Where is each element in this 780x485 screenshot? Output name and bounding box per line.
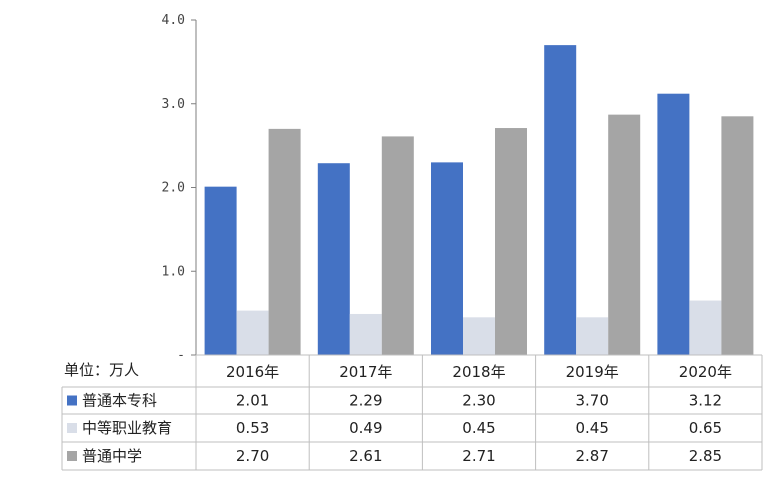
y-tick-label: -	[177, 348, 185, 363]
y-axis: - 1.0 2.0 3.0 4.0	[162, 13, 197, 363]
category-label: 2017年	[339, 363, 392, 381]
data-cell-value: 3.12	[689, 392, 722, 410]
series-name: 普通中学	[82, 447, 142, 465]
bar	[657, 93, 690, 355]
series-name: 中等职业教育	[82, 419, 172, 437]
bar	[495, 128, 527, 355]
data-cell-value: 2.01	[236, 392, 269, 410]
data-cell-value: 0.65	[689, 419, 722, 437]
y-tick-label: 3.0	[162, 97, 185, 112]
data-cell-value: 2.87	[575, 447, 608, 465]
bar	[544, 45, 577, 355]
series-name: 普通本专科	[82, 392, 157, 410]
bar	[349, 313, 382, 355]
category-label: 2016年	[226, 363, 279, 381]
category-label: 2019年	[566, 363, 619, 381]
bar	[689, 300, 722, 355]
legend-swatch	[67, 451, 77, 461]
data-cell-value: 0.53	[236, 419, 269, 437]
bar	[463, 317, 495, 355]
category-label: 2018年	[452, 363, 505, 381]
data-cell-value: 2.71	[462, 447, 495, 465]
y-tick-label: 2.0	[162, 181, 185, 196]
bar	[608, 114, 641, 355]
data-cell-value: 2.61	[349, 447, 382, 465]
legend-swatch	[67, 395, 77, 406]
data-cell-value: 2.85	[689, 447, 722, 465]
bar	[317, 163, 350, 355]
y-tick-label: 1.0	[162, 264, 185, 279]
data-cell-value: 2.29	[349, 392, 382, 410]
data-cell-value: 2.30	[462, 392, 495, 410]
data-cell-value: 0.45	[575, 419, 608, 437]
data-cell-value: 0.45	[462, 419, 495, 437]
bar	[576, 317, 609, 355]
bar	[268, 128, 301, 355]
y-tick-label: 4.0	[162, 13, 185, 28]
bar	[204, 186, 237, 355]
data-cell-value: 3.70	[575, 392, 608, 410]
legend-swatch	[67, 423, 77, 433]
bar	[381, 136, 414, 355]
bar	[236, 310, 269, 355]
bar	[721, 116, 754, 355]
data-cell-value: 2.70	[236, 447, 269, 465]
category-label: 2020年	[679, 363, 732, 381]
bar-layer	[204, 45, 754, 355]
unit-label: 单位：万人	[64, 361, 139, 379]
bar	[431, 162, 463, 355]
data-cell-value: 0.49	[349, 419, 382, 437]
